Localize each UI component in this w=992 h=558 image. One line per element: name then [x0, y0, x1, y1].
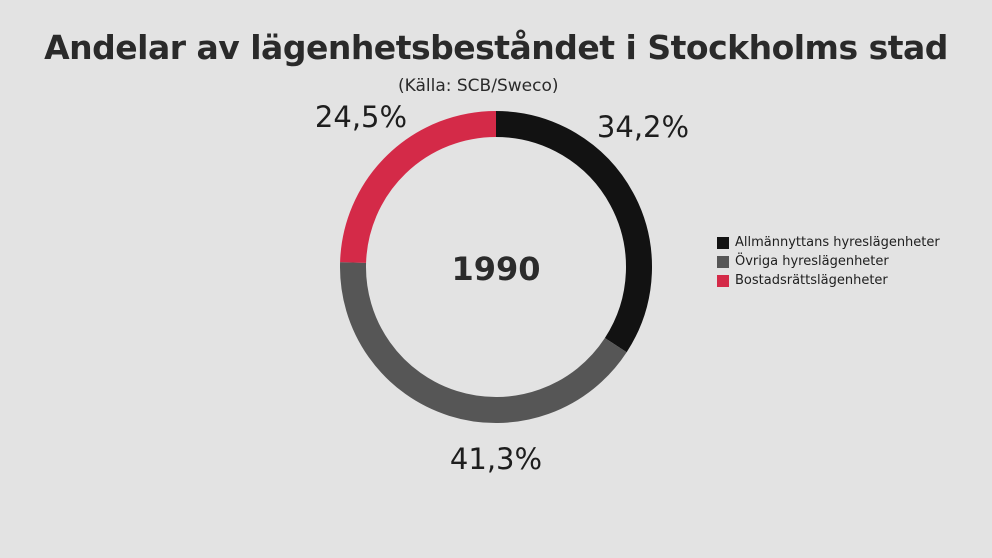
- legend: Allmännyttans hyreslägenheter Övriga hyr…: [717, 233, 940, 290]
- legend-item: Övriga hyreslägenheter: [717, 252, 940, 271]
- donut-slice: [340, 111, 497, 264]
- chart-subtitle: (Källa: SCB/Sweco): [398, 76, 559, 96]
- center-label: 1990: [451, 250, 540, 288]
- legend-item: Bostadsrättslägenheter: [717, 271, 940, 290]
- legend-label: Bostadsrättslägenheter: [735, 273, 888, 288]
- legend-swatch: [717, 274, 729, 287]
- chart-title: Andelar av lägenhetsbeståndet i Stockhol…: [44, 28, 948, 67]
- legend-swatch: [717, 255, 729, 268]
- legend-item: Allmännyttans hyreslägenheter: [717, 233, 940, 252]
- legend-swatch: [717, 236, 729, 249]
- slice-value-label: 34,2%: [597, 110, 689, 144]
- slice-value-label: 41,3%: [450, 442, 542, 476]
- legend-label: Övriga hyreslägenheter: [735, 254, 889, 269]
- slice-value-label: 24,5%: [315, 100, 407, 134]
- donut-slice: [495, 111, 652, 353]
- legend-label: Allmännyttans hyreslägenheter: [735, 235, 940, 250]
- donut-slice: [340, 262, 627, 423]
